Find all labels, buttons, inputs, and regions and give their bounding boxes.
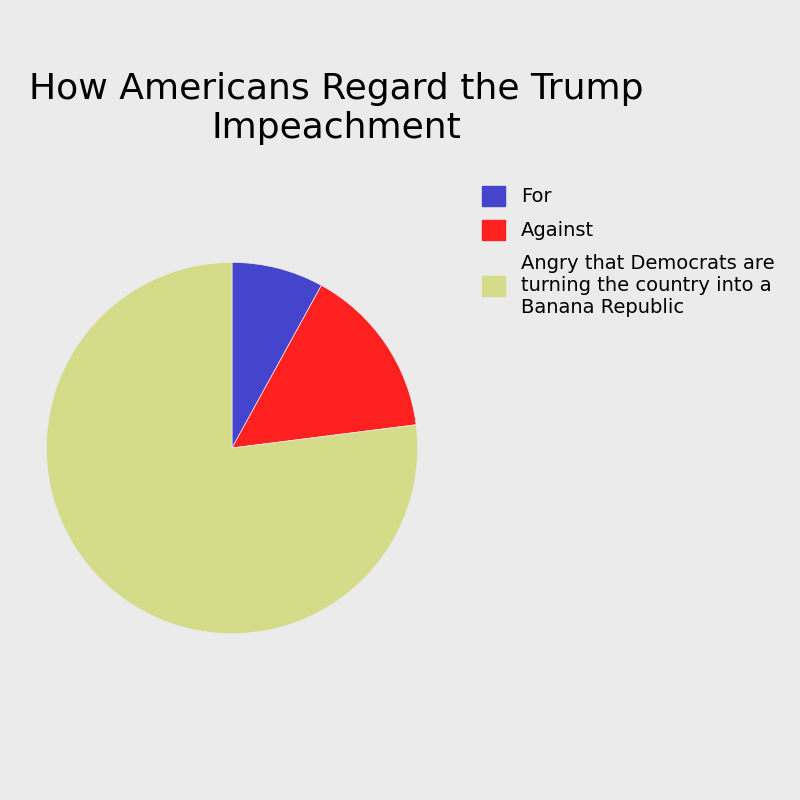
- Wedge shape: [232, 262, 322, 448]
- Wedge shape: [46, 262, 418, 634]
- Wedge shape: [232, 286, 416, 448]
- Text: How Americans Regard the Trump
Impeachment: How Americans Regard the Trump Impeachme…: [29, 72, 643, 146]
- Legend: For, Against, Angry that Democrats are
turning the country into a
Banana Republi: For, Against, Angry that Democrats are t…: [482, 186, 774, 317]
